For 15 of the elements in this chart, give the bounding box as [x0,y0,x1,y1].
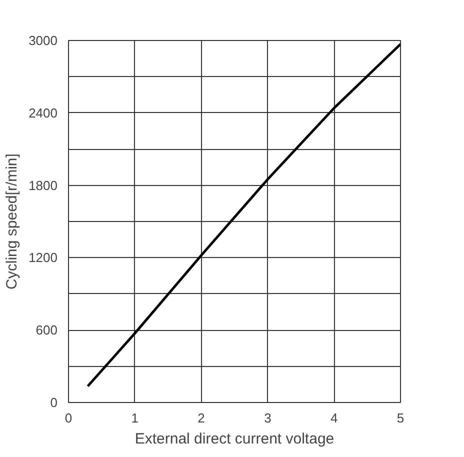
y-tick-label: 1200 [28,250,58,266]
y-axis-title: Cycling speed[r/min] [4,154,21,290]
y-tick-label: 0 [50,395,58,410]
y-tick-label: 2400 [28,105,58,120]
y-tick-label: 600 [36,322,58,338]
y-tick-label: 1800 [28,178,58,193]
x-tick-label: 0 [64,410,72,426]
x-tick-label: 2 [198,410,205,426]
line-series [86,42,400,388]
x-tick-label: 4 [330,410,338,426]
x-tick-label: 5 [396,410,404,426]
x-tick-label: 3 [264,410,272,426]
x-tick-label: 1 [131,410,139,426]
y-tick-label: 3000 [28,33,58,48]
x-axis-title: External direct current voltage [134,430,334,448]
